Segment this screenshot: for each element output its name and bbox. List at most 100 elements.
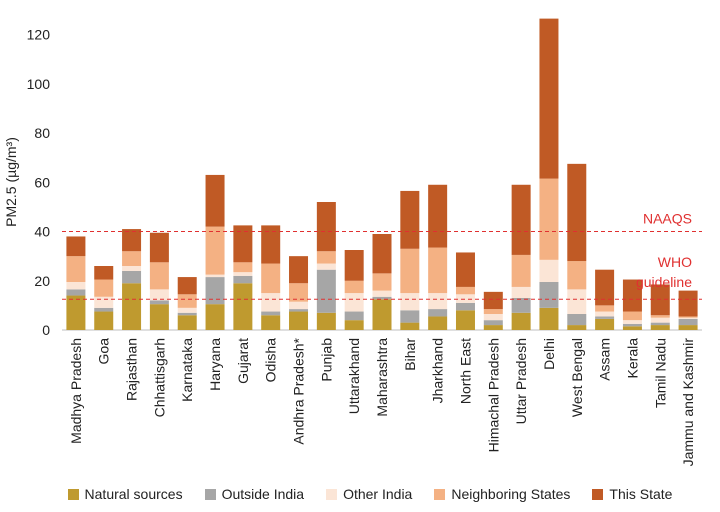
bar-segment-2 xyxy=(177,307,197,313)
bar-segment-4 xyxy=(372,234,392,274)
x-tick-label: Haryana xyxy=(207,338,223,391)
bar-segment-4 xyxy=(316,202,336,252)
pm25-stacked-bar-chart: 0 20 40 60 80 100 120 NAAQS WHO guideline Madhya… xyxy=(3,18,702,467)
x-tick-label: Chhattisgarh xyxy=(151,338,167,417)
bar-segment-1 xyxy=(511,298,531,313)
bar-segment-1 xyxy=(122,270,142,284)
bar-segment-3 xyxy=(289,283,309,302)
bar-segment-0 xyxy=(595,318,615,330)
bar-segment-1 xyxy=(233,275,253,284)
bar-segment-2 xyxy=(233,272,253,276)
bar-segment-0 xyxy=(539,307,559,330)
y-tick-label: 60 xyxy=(34,174,50,190)
bar-segment-0 xyxy=(622,326,642,330)
legend-item: This State xyxy=(592,486,672,502)
bar-segment-3 xyxy=(511,254,531,287)
reference-line-label: NAAQS xyxy=(643,211,692,227)
bar-segment-4 xyxy=(650,284,670,316)
bar-segment-2 xyxy=(567,289,587,314)
legend-item: Natural sources xyxy=(67,486,183,502)
bar-segment-1 xyxy=(149,300,169,305)
bar-segment-0 xyxy=(177,315,197,330)
bar-segment-3 xyxy=(595,305,615,312)
bar-segment-4 xyxy=(66,236,86,257)
bar-segment-4 xyxy=(344,250,364,281)
bar-segment-0 xyxy=(428,316,448,330)
legend-label: Natural sources xyxy=(84,486,183,502)
bar-segment-1 xyxy=(66,289,86,296)
legend-item: Other India xyxy=(326,486,412,502)
x-tick-label: Himachal Pradesh xyxy=(485,338,501,452)
bar-segment-2 xyxy=(650,317,670,323)
bar-segment-1 xyxy=(428,309,448,317)
bar-segment-3 xyxy=(372,273,392,291)
bar-segment-1 xyxy=(455,302,475,311)
bar-segment-1 xyxy=(94,307,114,312)
bar-segment-2 xyxy=(511,286,531,298)
x-tick-label: Jammu and Kashmir xyxy=(680,338,696,467)
bar-segment-0 xyxy=(511,312,531,330)
bar-segment-3 xyxy=(177,294,197,308)
legend-item: Neighboring States xyxy=(434,486,570,502)
bar-segment-2 xyxy=(678,317,698,319)
bar-segment-3 xyxy=(483,309,503,314)
bar-segment-2 xyxy=(66,282,86,290)
bar-segment-3 xyxy=(261,263,281,294)
x-tick-label: North East xyxy=(457,338,473,404)
bar-segment-4 xyxy=(455,252,475,287)
legend-swatch xyxy=(204,488,216,500)
bar-segment-1 xyxy=(650,322,670,326)
legend-item: Outside India xyxy=(204,486,304,502)
reference-line-label: WHO guideline xyxy=(636,254,692,290)
legend-label: This State xyxy=(609,486,673,502)
bar-segment-1 xyxy=(205,277,225,305)
bar-segment-3 xyxy=(122,251,142,266)
bar-segment-2 xyxy=(428,293,448,310)
bar-segment-0 xyxy=(316,312,336,330)
x-tick-label: Gujarat xyxy=(235,338,251,384)
bar-segment-4 xyxy=(595,269,615,306)
bar-segment-2 xyxy=(595,311,615,317)
bar-segment-3 xyxy=(455,286,475,295)
bar-segment-3 xyxy=(66,256,86,282)
bar-segment-3 xyxy=(539,178,559,260)
bar-segment-3 xyxy=(428,247,448,294)
bar-segment-3 xyxy=(94,279,114,297)
bar-segment-4 xyxy=(483,291,503,310)
x-tick-label: Karnataka xyxy=(179,338,195,402)
bar-segment-1 xyxy=(539,282,559,308)
bar-segment-4 xyxy=(622,279,642,312)
bar-segment-2 xyxy=(94,296,114,308)
bar-segment-4 xyxy=(149,232,169,263)
legend-label: Other India xyxy=(343,486,413,502)
bar-segment-0 xyxy=(261,315,281,330)
bar-segment-4 xyxy=(289,256,309,284)
bar-segment-4 xyxy=(205,174,225,227)
bar-segment-2 xyxy=(122,266,142,271)
bar-segment-1 xyxy=(678,318,698,326)
bar-segment-1 xyxy=(261,311,281,316)
bar-segment-4 xyxy=(233,225,253,263)
bar-segment-0 xyxy=(400,322,420,330)
bar-segment-2 xyxy=(372,290,392,297)
bar-segment-1 xyxy=(177,312,197,316)
bar-segment-2 xyxy=(205,274,225,278)
y-tick-label: 100 xyxy=(27,76,51,92)
bar-segment-2 xyxy=(622,320,642,324)
bar-segment-2 xyxy=(316,263,336,270)
bar-segment-2 xyxy=(400,293,420,311)
bar-segment-4 xyxy=(511,184,531,255)
bar-segment-4 xyxy=(678,290,698,317)
x-tick-label: Uttarakhand xyxy=(346,338,362,414)
bar-segment-3 xyxy=(650,315,670,318)
bar-segment-2 xyxy=(539,259,559,282)
bar-segment-1 xyxy=(567,314,587,326)
bar-segment-0 xyxy=(483,325,503,330)
bar-segment-0 xyxy=(94,311,114,330)
x-tick-label: Tamil Nadu xyxy=(652,338,668,408)
x-tick-label: Assam xyxy=(597,338,613,381)
x-tick-label: Uttar Pradesh xyxy=(513,338,529,424)
bar-segment-1 xyxy=(316,269,336,313)
x-tick-label: Maharashtra xyxy=(374,338,390,417)
x-tick-label: Jharkhand xyxy=(430,338,446,403)
